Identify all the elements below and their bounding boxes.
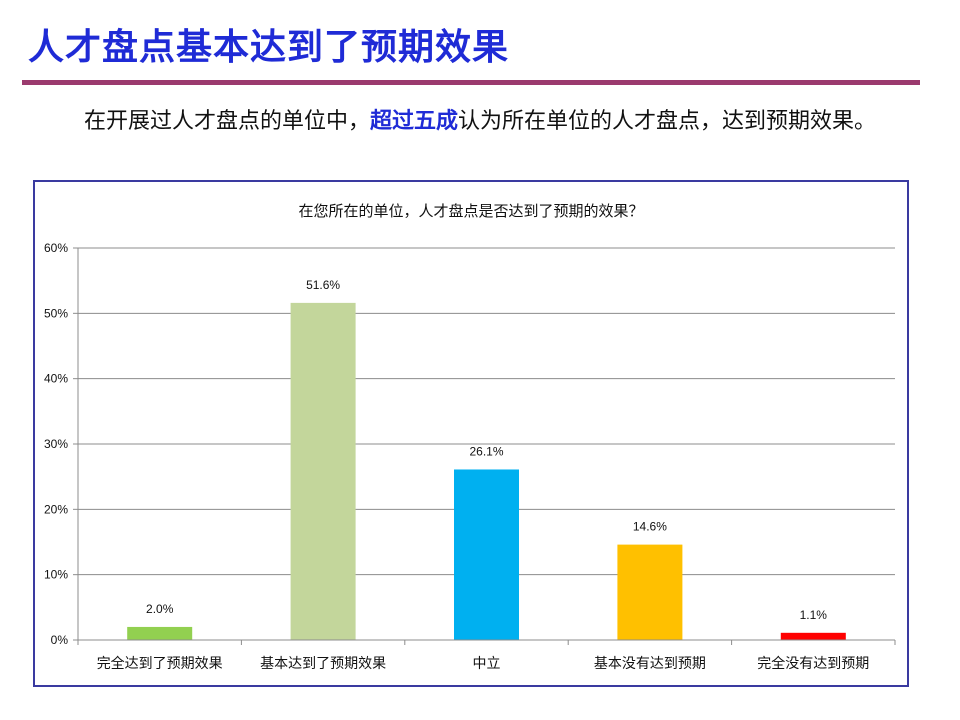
x-tick-label: 基本没有达到预期 — [594, 655, 706, 672]
data-label: 26.1% — [469, 444, 503, 458]
y-tick-label: 0% — [51, 633, 69, 647]
title-divider — [22, 80, 920, 85]
intro-text-start: 在开展过人才盘点的单位中， — [84, 109, 371, 134]
data-label: 14.6% — [633, 520, 667, 534]
x-tick-label: 完全没有达到预期 — [757, 655, 869, 672]
y-tick-label: 20% — [44, 502, 68, 516]
x-tick-label: 完全达到了预期效果 — [97, 655, 223, 672]
data-label: 1.1% — [800, 608, 828, 622]
bar — [780, 632, 846, 640]
y-tick-label: 10% — [44, 568, 68, 582]
x-tick-label: 基本达到了预期效果 — [260, 655, 386, 672]
bar — [290, 302, 356, 640]
chart-title: 在您所在的单位，人才盘点是否达到了预期的效果？ — [298, 202, 644, 220]
y-tick-label: 40% — [44, 372, 68, 386]
y-tick-label: 50% — [44, 306, 68, 320]
intro-text-end: 认为所在单位的人才盘点，达到预期效果。 — [458, 109, 877, 134]
bar — [127, 626, 193, 640]
data-label: 2.0% — [146, 602, 174, 616]
x-tick-label: 中立 — [473, 656, 501, 672]
bar — [617, 544, 683, 640]
bar-chart: 0% 10% 20% 30% 40% 50% 60% 2.0% 完全达到了预期效果 51.6% 基本… — [44, 241, 896, 672]
data-label: 51.6% — [306, 278, 340, 292]
intro-highlight: 超过五成 — [370, 109, 459, 134]
bar — [454, 469, 519, 640]
chart-panel: 在您所在的单位，人才盘点是否达到了预期的效果？ 0% 10% 20% 30% 40% 50… — [33, 180, 909, 687]
slide-title: 人才盘点基本达到了预期效果 — [28, 27, 510, 68]
intro-paragraph: 在开展过人才盘点的单位中，超过五成认为所在单位的人才盘点，达到预期效果。 — [28, 104, 908, 140]
y-tick-label: 30% — [44, 437, 68, 451]
y-tick-label: 60% — [44, 241, 68, 255]
